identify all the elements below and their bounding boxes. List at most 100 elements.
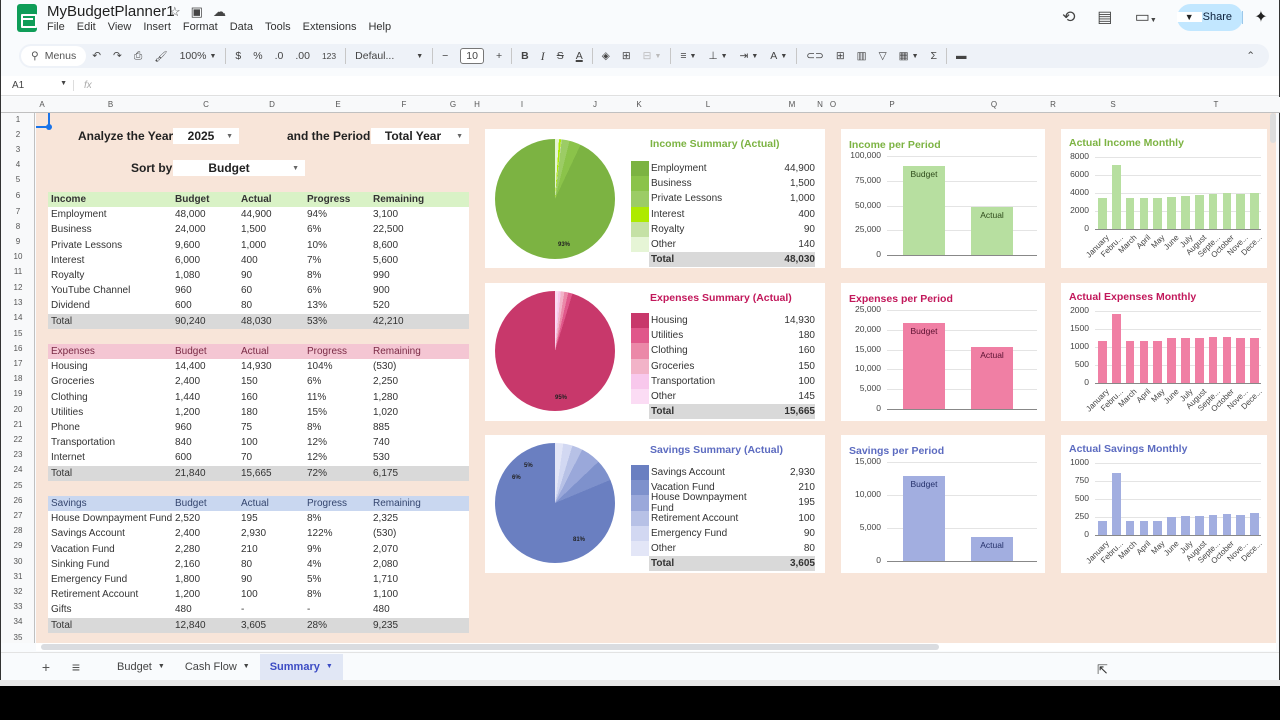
- bar[interactable]: [971, 346, 1013, 409]
- row-header[interactable]: 15: [13, 329, 23, 338]
- filter-icon[interactable]: ▽: [878, 50, 887, 62]
- bar[interactable]: [1139, 197, 1149, 229]
- col-header-n[interactable]: N: [817, 100, 823, 109]
- col-header-j[interactable]: J: [593, 100, 597, 109]
- col-header-i[interactable]: I: [520, 100, 524, 109]
- bar[interactable]: [1208, 193, 1218, 229]
- search-menus[interactable]: ⚲ Menus: [21, 46, 87, 66]
- row-header[interactable]: 22: [13, 435, 23, 444]
- sheets-logo-icon[interactable]: [17, 4, 37, 32]
- table-row[interactable]: Groceries 2,400 150 6% 2,250: [48, 374, 469, 390]
- col-header-k[interactable]: K: [636, 100, 642, 109]
- row-header[interactable]: 18: [13, 374, 23, 383]
- add-sheet-icon[interactable]: +: [41, 658, 51, 675]
- table-row[interactable]: Clothing 1,440 160 11% 1,280: [48, 389, 469, 405]
- bar[interactable]: [1250, 337, 1259, 383]
- row-header[interactable]: 3: [15, 145, 21, 154]
- move-folder-icon[interactable]: ▣: [190, 4, 203, 19]
- col-header-d[interactable]: D: [269, 100, 275, 109]
- row-header[interactable]: 8: [15, 222, 21, 231]
- all-sheets-icon[interactable]: ≡: [71, 658, 81, 675]
- menu-format[interactable]: Format: [182, 21, 218, 33]
- row-header[interactable]: 1: [15, 115, 21, 124]
- table-row[interactable]: Housing 14,400 14,930 104% (530): [48, 359, 469, 375]
- row-header[interactable]: 24: [13, 465, 23, 474]
- print-icon[interactable]: ⎙: [133, 49, 143, 62]
- income-per-period-chart[interactable]: Income per Period 100,000 75,000 50,000 25,0…: [841, 129, 1045, 268]
- bar[interactable]: [1125, 340, 1135, 383]
- row-header[interactable]: 12: [13, 283, 23, 292]
- insert-comment-icon[interactable]: ⊞: [835, 50, 845, 62]
- gemini-icon[interactable]: ✦: [1254, 9, 1268, 26]
- bar[interactable]: [1194, 337, 1204, 383]
- increase-decimal-button[interactable]: .00: [295, 50, 310, 62]
- version-history-icon[interactable]: ⟲: [1062, 9, 1076, 26]
- bar[interactable]: [1181, 337, 1190, 383]
- chevron-down-icon[interactable]: ▼: [242, 663, 250, 670]
- table-row[interactable]: Private Lessons 9,600 1,000 10% 8,600: [48, 237, 469, 253]
- table-row[interactable]: Vacation Fund 2,280 210 9% 2,070: [48, 541, 469, 557]
- bar[interactable]: [1208, 514, 1218, 535]
- cloud-status-icon[interactable]: ☁: [212, 4, 226, 19]
- bar[interactable]: [1167, 196, 1176, 229]
- chevron-down-icon[interactable]: ▼: [157, 663, 165, 670]
- vertical-scrollbar[interactable]: [1270, 113, 1276, 143]
- chevron-down-icon[interactable]: ▼: [325, 663, 333, 670]
- vertical-align-icon[interactable]: ⊥ ▼: [708, 50, 728, 62]
- table-row[interactable]: Sinking Fund 2,160 80 4% 2,080: [48, 556, 469, 572]
- meet-icon[interactable]: ▭▼: [1134, 9, 1157, 26]
- collapse-toolbar-icon[interactable]: ⌃: [1246, 50, 1255, 62]
- borders-icon[interactable]: ⊞: [621, 50, 631, 62]
- bar[interactable]: [1236, 193, 1246, 229]
- bar[interactable]: [903, 322, 945, 409]
- bold-button[interactable]: B: [521, 50, 529, 62]
- table-total-row[interactable]: Total 12,840 3,605 28% 9,235: [48, 617, 469, 633]
- expenses-per-period-chart[interactable]: Expenses per Period 25,000 20,000 15,000 10,…: [841, 283, 1045, 421]
- bar[interactable]: [1153, 340, 1163, 383]
- col-header-f[interactable]: F: [401, 100, 407, 109]
- bar[interactable]: [1181, 196, 1190, 229]
- row-header[interactable]: 27: [13, 511, 23, 520]
- font-size-input[interactable]: 10: [460, 48, 484, 64]
- bar[interactable]: [1222, 193, 1232, 229]
- row-header[interactable]: 16: [13, 344, 23, 353]
- table-row[interactable]: Phone 960 75 8% 885: [48, 419, 469, 436]
- name-box[interactable]: A1 ▼: [12, 80, 67, 91]
- font-select[interactable]: Defaul... ▼: [355, 50, 424, 62]
- actual-income-monthly-chart[interactable]: Actual Income Monthly 8000 6000 4000 2000 0 Ja…: [1061, 129, 1267, 268]
- row-header[interactable]: 23: [13, 450, 23, 459]
- table-total-row[interactable]: Total 90,240 48,030 53% 42,210: [48, 313, 469, 329]
- col-header-c[interactable]: C: [203, 100, 209, 109]
- row-header[interactable]: 19: [13, 389, 23, 398]
- bar[interactable]: [1098, 520, 1107, 535]
- decrease-font-size-button[interactable]: −: [442, 50, 449, 62]
- table-row[interactable]: Emergency Fund 1,800 90 5% 1,710: [48, 571, 469, 588]
- fill-color-icon[interactable]: ◈: [601, 50, 610, 62]
- year-dropdown[interactable]: 2025 ▼: [173, 128, 239, 144]
- bar[interactable]: [1250, 513, 1259, 535]
- col-header-b[interactable]: B: [107, 100, 114, 109]
- comments-icon[interactable]: ▤: [1097, 9, 1113, 26]
- row-header[interactable]: 17: [13, 359, 23, 368]
- bar[interactable]: [1222, 336, 1232, 383]
- row-header[interactable]: 10: [13, 252, 23, 261]
- col-header-q[interactable]: Q: [990, 100, 998, 109]
- bar[interactable]: [1111, 313, 1121, 383]
- actual-expenses-monthly-chart[interactable]: Actual Expenses Monthly 2000 1500 1000 500 0 J…: [1061, 283, 1267, 421]
- col-header-r[interactable]: R: [1050, 100, 1056, 109]
- bar[interactable]: [1153, 197, 1163, 229]
- currency-format-button[interactable]: $: [235, 50, 242, 62]
- row-header[interactable]: 26: [13, 496, 23, 505]
- bar[interactable]: [1098, 197, 1107, 229]
- row-header[interactable]: 6: [15, 191, 21, 200]
- bar[interactable]: [1167, 338, 1176, 383]
- table-row[interactable]: House Downpayment Fund 2,520 195 8% 2,325: [48, 511, 469, 527]
- col-header-h[interactable]: H: [474, 100, 480, 109]
- percent-format-button[interactable]: %: [253, 50, 263, 62]
- bar[interactable]: [1167, 517, 1176, 535]
- bar[interactable]: [1194, 515, 1204, 535]
- row-header[interactable]: 2: [15, 130, 21, 139]
- bar[interactable]: [1139, 340, 1149, 383]
- strikethrough-button[interactable]: S: [556, 50, 564, 62]
- number-format-button[interactable]: 123: [321, 51, 337, 61]
